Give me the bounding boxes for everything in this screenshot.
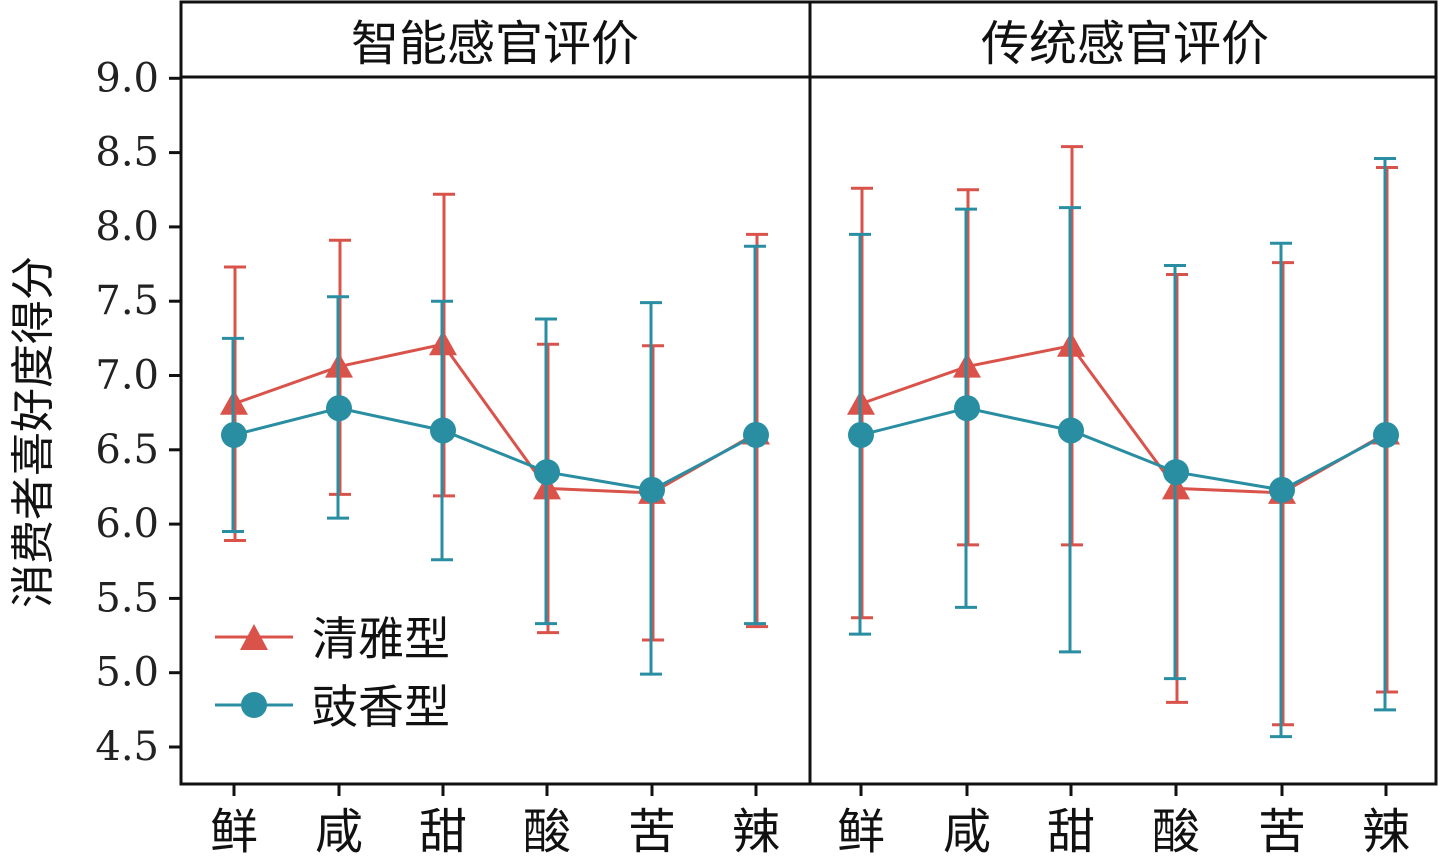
data-point (1163, 459, 1189, 486)
x-tick-label: 咸 (315, 804, 363, 860)
x-tick-label: 酸 (523, 804, 571, 860)
series-group (847, 145, 1400, 727)
y-tick-label: 5.5 (95, 575, 159, 621)
data-point (221, 421, 247, 448)
data-point (639, 476, 665, 503)
y-tick-label: 4.5 (95, 724, 159, 770)
x-axis: 鲜咸甜酸苦辣鲜咸甜酸苦辣 (210, 784, 1410, 860)
series-line (860, 344, 1387, 495)
x-tick-label: 甜 (419, 804, 467, 860)
x-tick-label: 鲜 (210, 804, 258, 860)
series-line (860, 406, 1387, 492)
data-point (534, 459, 560, 486)
series-line (233, 342, 757, 495)
legend-marker-qingya (240, 624, 268, 650)
legend-marker-chixiang (241, 692, 267, 718)
panel-title-right: 传统感官评价 (981, 16, 1269, 72)
x-tick-label: 鲜 (837, 804, 885, 860)
y-axis-label: 消费者喜好度得分 (8, 256, 59, 608)
x-tick-label: 辣 (732, 804, 780, 860)
x-tick-label: 咸 (943, 804, 991, 860)
x-tick-label: 甜 (1047, 804, 1095, 860)
y-tick-label: 6.5 (95, 427, 159, 473)
y-tick-label: 8.5 (95, 130, 159, 176)
data-point (1269, 476, 1295, 503)
y-tick-label: 9.0 (95, 55, 159, 101)
series-group (221, 244, 769, 676)
data-point (326, 395, 352, 422)
plot-frame (179, 0, 1438, 786)
y-tick-label: 7.0 (95, 353, 159, 399)
legend-label-qingya: 清雅型 (312, 612, 450, 666)
data-point (743, 421, 769, 448)
series-line (233, 406, 757, 492)
x-tick-label: 辣 (1362, 804, 1410, 860)
series-group (848, 157, 1399, 739)
series-layer (220, 145, 1400, 739)
y-axis: 4.5 5.0 5.5 6.0 6.5 7.0 7.5 8.0 8.5 9.0 (95, 55, 181, 770)
data-point (848, 421, 874, 448)
x-tick-label: 酸 (1152, 804, 1200, 860)
y-tick-label: 5.0 (95, 650, 159, 696)
data-point (430, 417, 456, 444)
panel-title-left: 智能感官评价 (351, 16, 639, 72)
data-point (954, 395, 980, 422)
y-tick-label: 8.0 (95, 204, 159, 250)
y-tick-label: 6.0 (95, 501, 159, 547)
legend-label-chixiang: 豉香型 (312, 680, 450, 734)
legend: 清雅型 豉香型 (215, 612, 450, 734)
data-point (1058, 417, 1084, 444)
y-tick-label: 7.5 (95, 278, 159, 324)
panel-titles: 智能感官评价 传统感官评价 (351, 16, 1269, 72)
x-tick-label: 苦 (1258, 804, 1306, 860)
x-tick-label: 苦 (628, 804, 676, 860)
data-point (1373, 421, 1399, 448)
